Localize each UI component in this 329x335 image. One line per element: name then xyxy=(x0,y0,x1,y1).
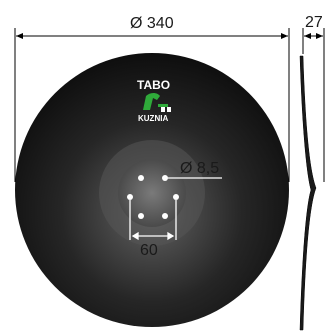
logo-mark-icon xyxy=(143,93,171,112)
diameter-label: Ø 340 xyxy=(130,15,174,32)
bolt-hole xyxy=(127,194,133,200)
bolt-hole xyxy=(162,213,168,219)
thickness-label: 27 xyxy=(305,14,323,31)
disc-side-profile xyxy=(299,55,317,331)
logo-subtitle-text: KUZNIA xyxy=(138,114,168,123)
bolt-hole xyxy=(162,175,168,181)
hole-diameter-label: Ø 8,5 xyxy=(180,160,219,177)
bolt-hole xyxy=(138,213,144,219)
hole-spacing-dimension xyxy=(129,200,177,241)
logo-brand-text: TABO xyxy=(137,78,170,92)
tabo-logo: TABO KUZNIA xyxy=(137,78,171,123)
bolt-hole xyxy=(138,175,144,181)
hole-spacing-label: 60 xyxy=(140,242,158,259)
bolt-hole xyxy=(173,194,179,200)
hub-center xyxy=(118,159,186,227)
thickness-dimension xyxy=(302,28,325,182)
diameter-dimension xyxy=(14,28,290,182)
